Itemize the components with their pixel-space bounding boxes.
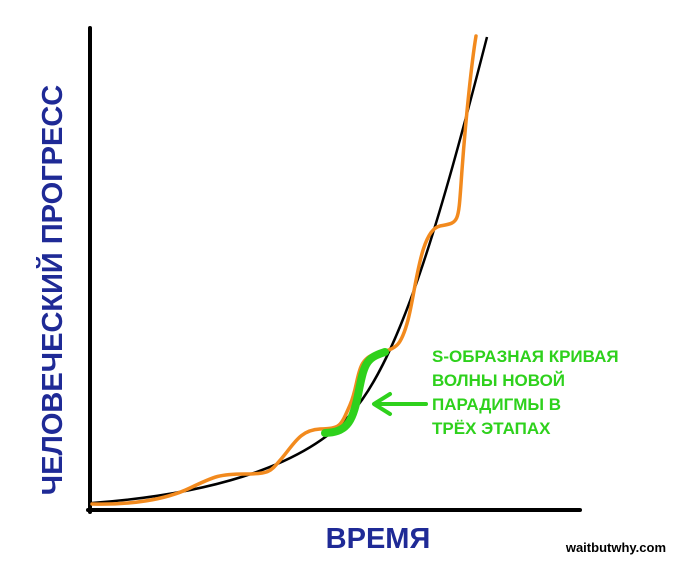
y-axis-label: ЧЕЛОВЕЧЕСКИЙ ПРОГРЕСС <box>35 85 69 495</box>
credit: waitbutwhy.com <box>565 540 666 555</box>
x-axis-label: ВРЕМЯ <box>326 523 431 555</box>
s-curve-waves <box>90 34 478 506</box>
annotation-line: ТРЁХ ЭТАПАХ <box>432 419 551 438</box>
annotation-line: ВОЛНЫ НОВОЙ <box>432 371 565 390</box>
annotation-line: ПАРАДИГМЫ В <box>432 395 561 414</box>
annotation-line: S-ОБРАЗНАЯ КРИВАЯ <box>432 347 619 366</box>
arrow-head <box>372 392 392 416</box>
arrow <box>372 392 428 416</box>
highlighted-s-curve <box>321 348 389 437</box>
